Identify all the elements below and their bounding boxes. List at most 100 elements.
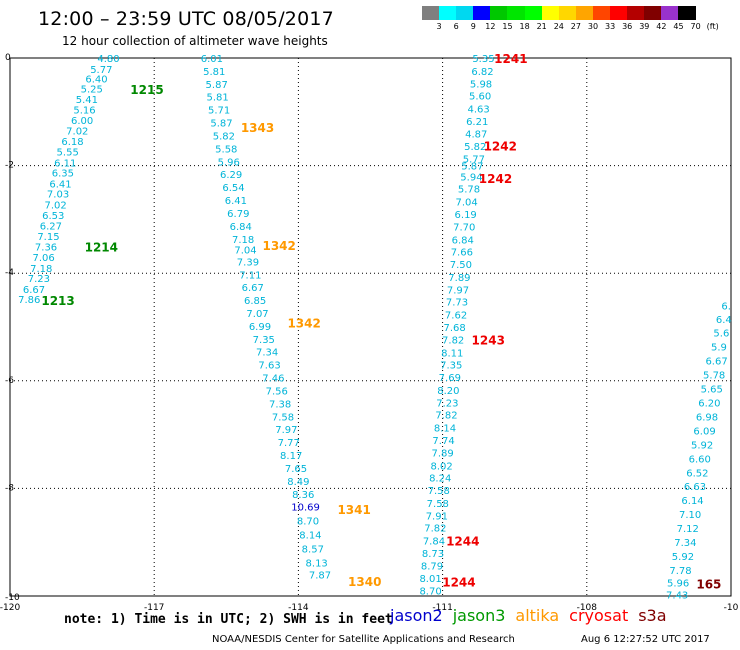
credit-text: NOAA/NESDIS Center for Satellite Applica…: [212, 634, 515, 645]
wave-height-value: 5.78: [458, 185, 480, 196]
wave-height-value: 6.41: [225, 196, 247, 207]
wave-height-value: 5.81: [207, 93, 229, 104]
wave-height-value: 6.01: [201, 54, 223, 65]
y-tick-label: -4: [5, 268, 14, 278]
wave-height-value: 5.92: [691, 440, 713, 451]
wave-height-value: 5.58: [215, 144, 237, 155]
wave-height-color-scale: [422, 6, 696, 20]
scale-label: 42: [656, 22, 667, 31]
wave-height-value: 8.79: [421, 561, 443, 572]
track-1: 4.805.776.405.255.415.166.007.026.185.55…: [18, 54, 120, 306]
legend-item-altika: altika: [515, 606, 560, 625]
wave-height-value: 7.68: [443, 323, 465, 334]
pass-number-label: 1340: [348, 575, 381, 589]
wave-height-value: 6.84: [230, 222, 252, 233]
wave-height-value: 7.82: [435, 411, 457, 422]
wave-height-value: 8.70: [419, 587, 441, 598]
wave-height-value: 8.11: [441, 348, 463, 359]
wave-height-value: 5.60: [469, 92, 491, 103]
wave-height-value: 7.46: [262, 374, 284, 385]
track-2: 6.015.815.875.815.715.875.825.585.966.29…: [201, 54, 331, 581]
wave-height-value: 5.71: [208, 106, 230, 117]
wave-height-value: 6.98: [696, 412, 718, 423]
wave-height-value: 7.58: [428, 486, 450, 497]
scale-swatch: [678, 6, 696, 20]
scale-label: 18: [519, 22, 530, 31]
x-tick-label: -10: [724, 603, 739, 613]
wave-height-value: 6.18: [61, 137, 83, 148]
scale-label: 12: [485, 22, 496, 31]
wave-height-value: 5.96: [218, 157, 240, 168]
wave-height-value: 8.17: [280, 451, 302, 462]
wave-height-value: 7.70: [453, 222, 475, 233]
scale-swatch: [644, 6, 662, 20]
x-tick-label: -108: [577, 603, 598, 613]
pass-number-label: 1243: [472, 333, 505, 347]
wave-height-value: 7.02: [66, 127, 88, 138]
wave-height-scale-labels: 3 6 9 12 15 18 21 24 27 30 33 36 39 42 45 70 (ft): [422, 22, 740, 34]
wave-height-value: 8.24: [429, 474, 451, 485]
wave-height-value: 7.36: [35, 242, 57, 253]
x-tick-label: -111: [432, 603, 452, 613]
pass-number-label: 1242: [479, 172, 512, 186]
scale-swatch: [575, 6, 593, 20]
scale-label: 45: [673, 22, 684, 31]
scale-label: 3: [436, 22, 442, 31]
legend-item-s3a: s3a: [638, 606, 667, 625]
wave-height-value: 7.12: [677, 524, 699, 535]
wave-height-value: 7.97: [447, 285, 469, 296]
wave-height-value: 7.50: [450, 260, 472, 271]
wave-height-value: 8.14: [299, 531, 321, 542]
wave-height-value: 7.18: [232, 235, 254, 246]
wave-height-value: 6.67: [242, 283, 264, 294]
wave-height-value: 5.35: [472, 54, 494, 65]
wave-height-value: 6.20: [698, 398, 720, 409]
wave-height-value: 5.77: [463, 155, 485, 166]
wave-height-value: 7.34: [674, 538, 696, 549]
scale-label: 33: [605, 22, 616, 31]
wave-height-value: 6.54: [222, 183, 244, 194]
wave-height-value: 7.58: [272, 412, 294, 423]
wave-height-value: 4.80: [97, 54, 119, 65]
pass-number-label: 1242: [484, 140, 517, 154]
scale-swatch: [422, 6, 440, 20]
wave-height-value: 6.84: [452, 235, 474, 246]
scale-swatch: [456, 6, 474, 20]
page-subtitle: 12 hour collection of altimeter wave hei…: [62, 34, 328, 48]
scale-label: 9: [470, 22, 476, 31]
wave-height-value: 5.82: [464, 142, 486, 153]
pass-number-label: 1213: [41, 294, 74, 308]
wave-height-value: 8.14: [434, 424, 456, 435]
scale-swatch: [610, 6, 628, 20]
wave-height-value: 8.70: [297, 517, 319, 528]
pass-number-label: 1342: [287, 317, 320, 331]
wave-height-value: 7.43: [666, 590, 688, 601]
wave-height-value: 6.11: [54, 158, 76, 169]
wave-height-value: 7.74: [432, 436, 454, 447]
wave-height-value: 6.41: [49, 179, 71, 190]
wave-height-value: 8.73: [422, 549, 444, 560]
scale-label: 36: [622, 22, 633, 31]
pass-number-label: 1241: [494, 52, 527, 66]
scale-swatch: [473, 6, 491, 20]
wave-height-value: 7.86: [18, 295, 40, 306]
wave-height-value: 6.4: [716, 315, 732, 326]
wave-height-value: 5.87: [206, 80, 228, 91]
track-3: 5.35 6.825.98 5.60 4.636.214.87 5.82 5.775.87…: [419, 54, 494, 598]
y-tick-label: -2: [5, 161, 14, 171]
scale-label: 24: [553, 22, 564, 31]
pass-number-label: 1244: [446, 535, 479, 549]
pass-number-label: 165: [696, 578, 721, 592]
wave-height-value: 5.9: [711, 342, 727, 353]
wave-height-value: 7.78: [669, 566, 691, 577]
wave-height-value: 6.53: [42, 211, 64, 222]
x-tick-label: -117: [144, 603, 164, 613]
wave-height-value: 6.67: [23, 285, 45, 296]
wave-height-value: 7.89: [448, 273, 470, 284]
wave-height-value: 5.81: [203, 67, 225, 78]
wave-height-value: 5.98: [470, 79, 492, 90]
wave-height-value: 7.23: [436, 398, 458, 409]
wave-height-value: 5.78: [703, 370, 725, 381]
scale-label: (ft): [706, 22, 719, 31]
